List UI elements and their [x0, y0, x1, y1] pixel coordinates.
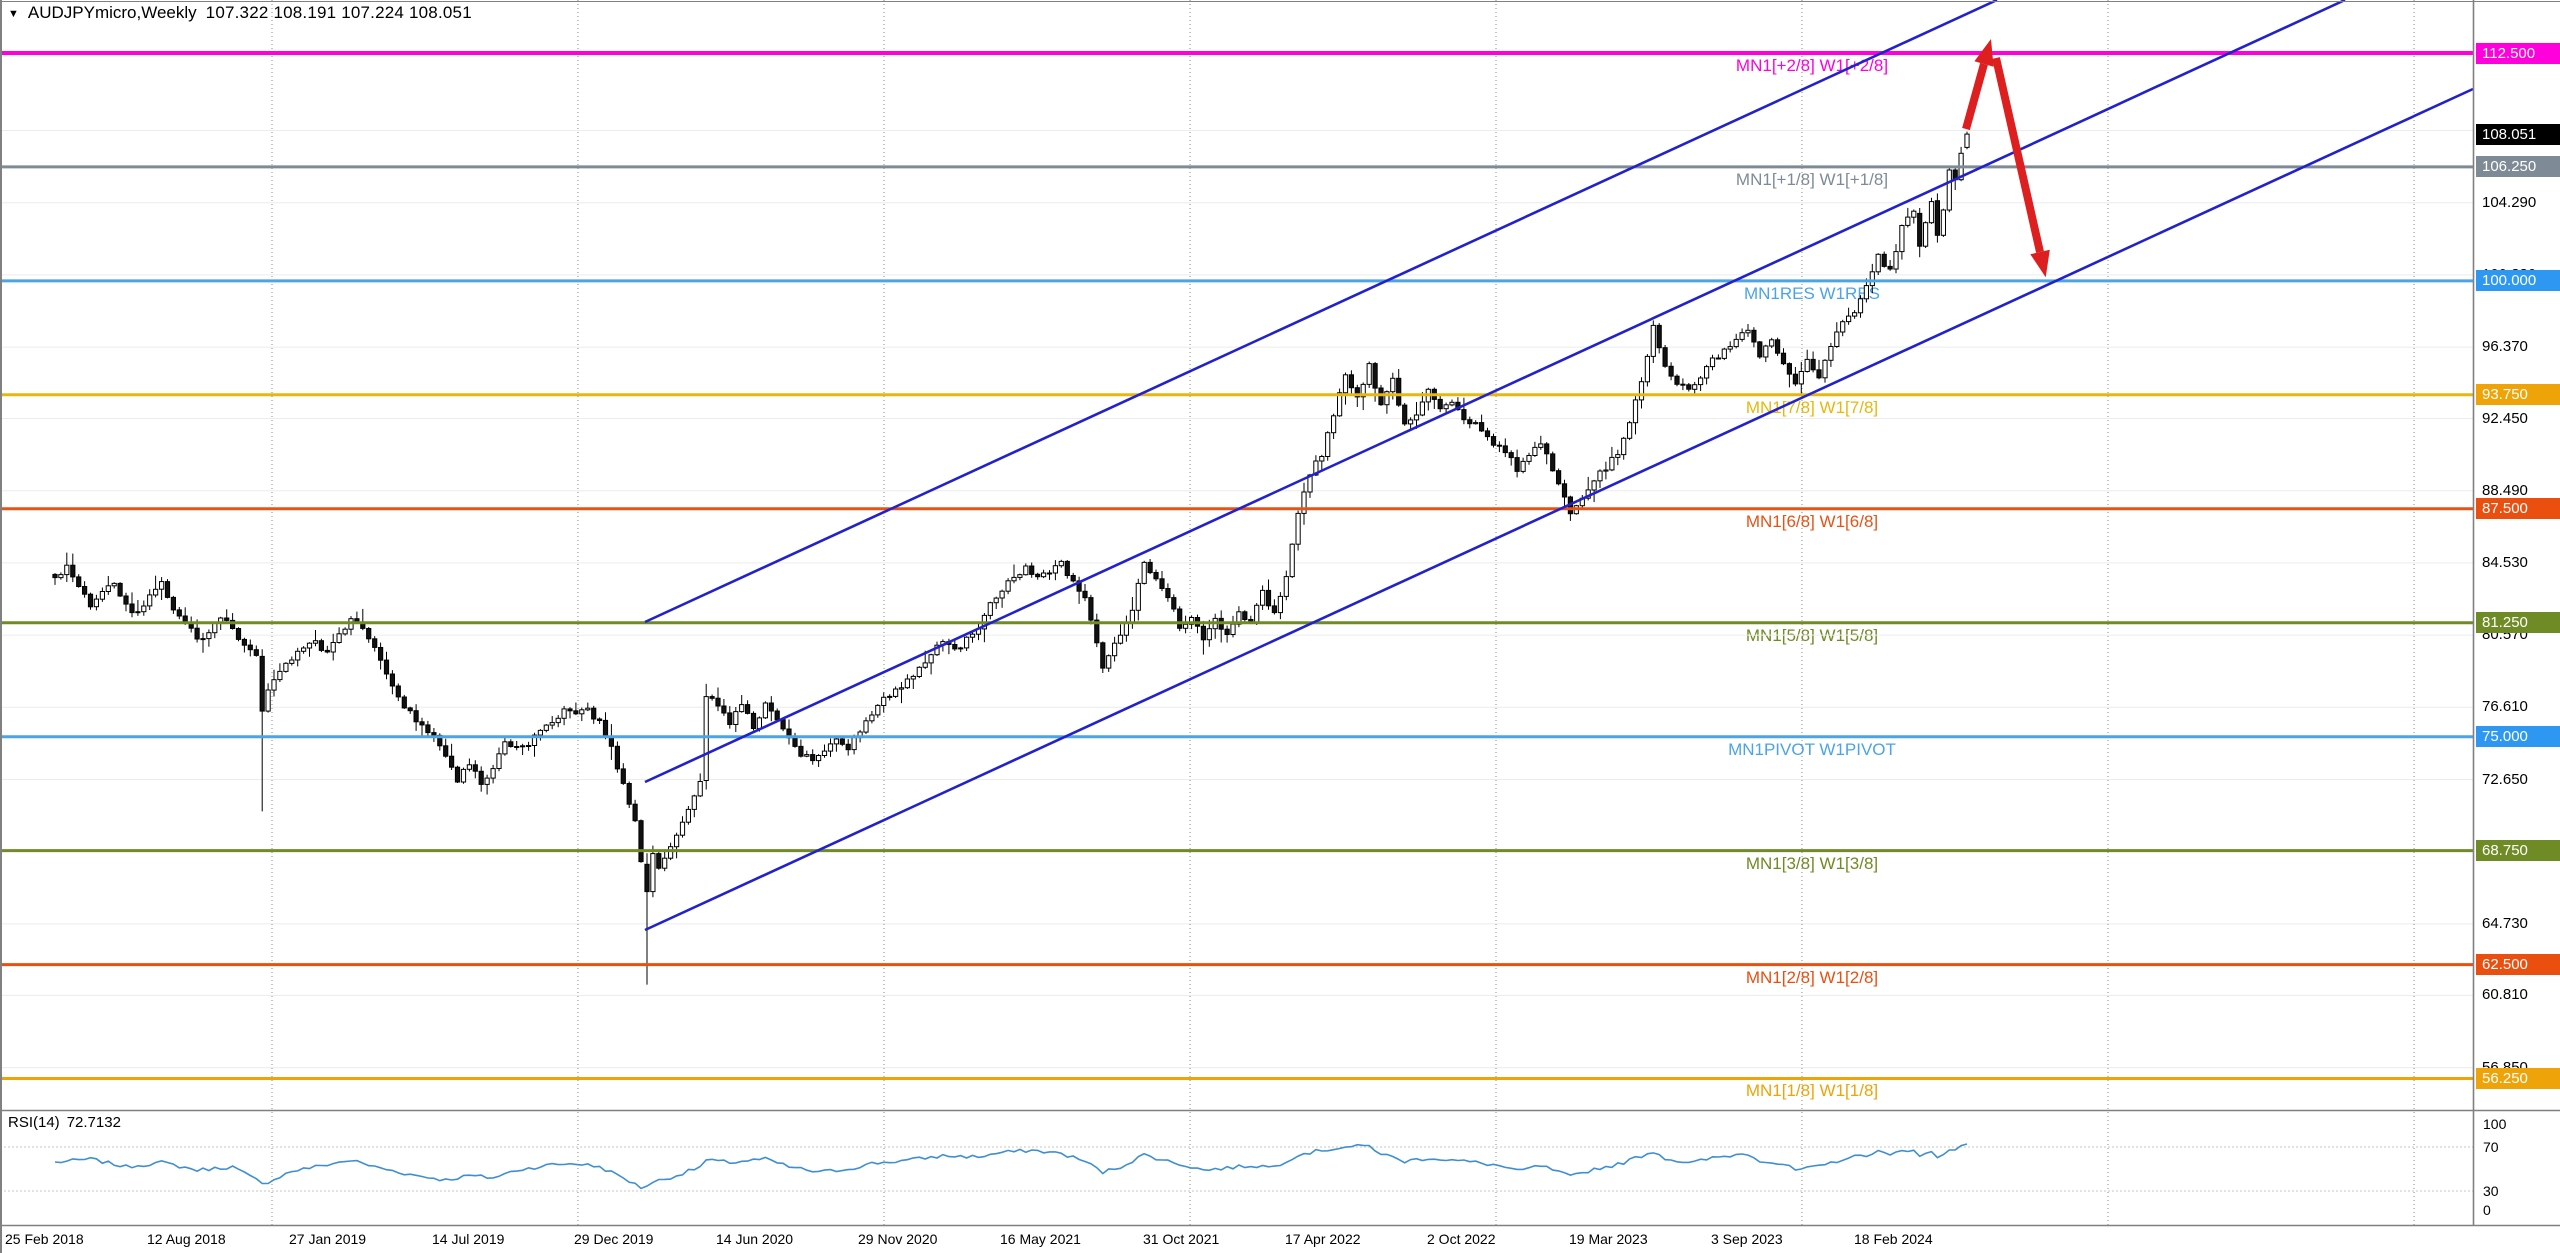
murrey-level-label: MN1[2/8] W1[2/8]: [1745, 968, 1879, 987]
red-arrow-annotation[interactable]: [1962, 39, 2050, 278]
murrey-level-label: MN1[3/8] W1[3/8]: [1745, 854, 1879, 873]
candles: [52, 131, 1970, 985]
murrey-level-label: MN1PIVOT W1PIVOT: [1728, 740, 1896, 759]
rsi-line: [54, 1143, 1968, 1190]
murrey-level-label: MN1[1/8] W1[1/8]: [1745, 1081, 1879, 1100]
murrey-level-label: MN1[+1/8] W1[+1/8]: [1735, 170, 1889, 189]
trend-channel-lines[interactable]: [644, 0, 2474, 932]
murrey-level-label: MN1[6/8] W1[6/8]: [1745, 512, 1879, 531]
murrey-lines[interactable]: [0, 51, 2473, 1080]
